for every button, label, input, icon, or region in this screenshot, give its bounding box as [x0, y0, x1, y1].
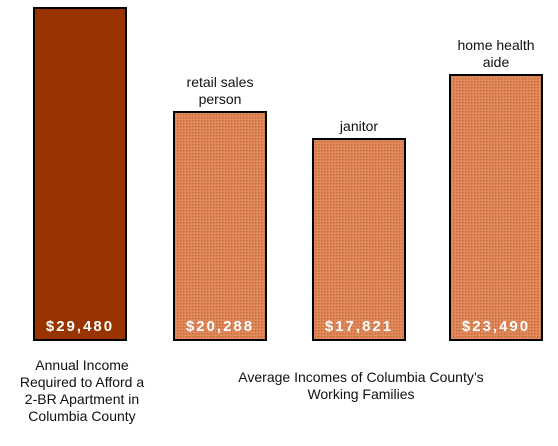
- required-income-caption-line: Annual Income: [35, 357, 129, 373]
- bar-category-label: janitor: [339, 118, 378, 134]
- working-families-caption: Average Incomes of Columbia County’s Wor…: [196, 369, 526, 403]
- bar-category-label: home health: [457, 37, 534, 53]
- required-income-caption-line: Required to Afford a: [19, 374, 145, 390]
- required-income-caption: Annual Income Required to Afford a 2-BR …: [8, 357, 156, 425]
- required-income-caption-line: Columbia County: [28, 408, 136, 424]
- value-label: $29,480: [46, 318, 114, 335]
- required-income-bar: [33, 7, 127, 341]
- value-label: $20,288: [186, 318, 254, 335]
- value-label: $17,821: [325, 318, 393, 335]
- bar-category-label: person: [199, 91, 242, 107]
- income-bar: [312, 138, 406, 341]
- working-families-caption-line: Working Families: [307, 386, 415, 402]
- working-families-caption-line: Average Incomes of Columbia County’s: [238, 369, 484, 385]
- bar-category-label: aide: [483, 54, 510, 70]
- required-income-caption-line: 2-BR Apartment in: [24, 391, 140, 407]
- income-bar: [173, 111, 267, 341]
- value-label: $23,490: [462, 318, 530, 335]
- bar-category-label: retail sales: [187, 74, 254, 90]
- income-bar: [449, 74, 543, 341]
